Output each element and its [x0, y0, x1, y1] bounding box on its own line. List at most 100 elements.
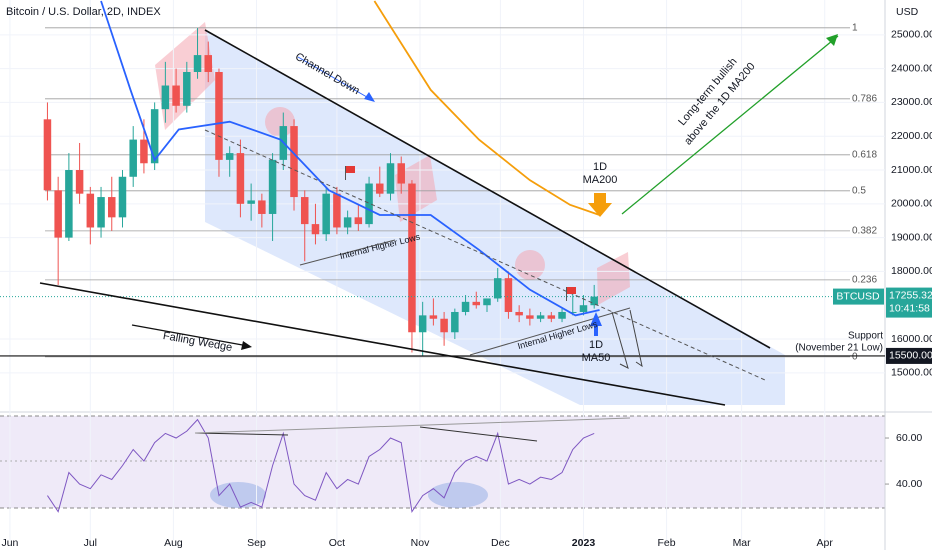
- price-tag: [886, 287, 932, 318]
- rsi-trend: [194, 432, 289, 436]
- candle-body: [397, 163, 405, 184]
- moving-average: [100, 0, 600, 317]
- rsi-tick-label: 60.00: [896, 432, 922, 444]
- candle-body: [172, 85, 180, 106]
- candle-body: [333, 193, 341, 228]
- x-tick-label: Jun: [1, 537, 18, 549]
- rsi-line: [47, 418, 595, 514]
- rsi-trend: [419, 426, 538, 442]
- rsi-highlight: [428, 482, 488, 508]
- fib-label: 0.236: [852, 275, 877, 286]
- flag-pole: [566, 287, 567, 301]
- projection-arrow: [611, 311, 629, 369]
- candle-body: [43, 119, 52, 191]
- candle-body: [268, 159, 277, 214]
- candle-body: [65, 170, 73, 238]
- candle-body: [322, 193, 330, 235]
- annotation: MA200: [583, 174, 618, 186]
- candle-body: [408, 183, 416, 333]
- x-tick-label: Dec: [491, 537, 510, 549]
- fib-label: 0.382: [852, 225, 877, 236]
- candle-body: [204, 55, 213, 72]
- x-tick-label: Aug: [164, 537, 183, 549]
- candle-body: [504, 278, 513, 312]
- channel-mid: [204, 129, 766, 381]
- fib-label: 0.5: [852, 185, 866, 196]
- rsi-trend: [194, 417, 631, 434]
- y-tick-label: 20000.00: [891, 198, 932, 210]
- candle-body: [376, 183, 384, 194]
- candle-body: [386, 163, 395, 194]
- candle-body: [54, 190, 62, 238]
- wedge-arrow: [131, 324, 249, 347]
- fib-label: 0.618: [852, 149, 877, 160]
- support-label: 15500.00: [889, 350, 932, 362]
- candle-body: [97, 197, 105, 228]
- x-tick-label: Feb: [658, 537, 676, 549]
- y-tick-label: 19000.00: [891, 231, 932, 243]
- y-tick-label: 24000.00: [891, 62, 932, 74]
- x-tick-label: Apr: [817, 537, 834, 549]
- candle-body: [225, 153, 234, 160]
- currency-label: USD: [896, 6, 919, 18]
- highlight-zone: [395, 155, 437, 222]
- candle-body: [461, 301, 470, 312]
- annotation: MA50: [582, 352, 611, 364]
- candle-body: [558, 311, 566, 319]
- annotation: 1D: [593, 161, 607, 173]
- candle-body: [451, 311, 459, 333]
- ma200-arrow: [588, 193, 612, 217]
- candle-body: [579, 305, 588, 312]
- moving-average: [373, 0, 600, 216]
- wedge-upper: [204, 29, 771, 349]
- candle-body: [150, 109, 159, 164]
- y-tick-label: 23000.00: [891, 96, 932, 108]
- symbol-tag: [833, 288, 884, 305]
- symbol-label: BTCUSD: [836, 290, 880, 302]
- candle-body: [215, 71, 223, 160]
- flag-pole: [345, 166, 346, 180]
- candle-body: [536, 315, 545, 319]
- candle-body: [118, 176, 127, 218]
- y-tick-label: 15000.00: [891, 367, 932, 379]
- candle-body: [129, 139, 137, 177]
- arrowhead: [826, 34, 838, 46]
- candle-body: [343, 217, 352, 228]
- x-tick-label: Mar: [733, 537, 752, 549]
- arrowhead: [241, 341, 252, 350]
- y-tick-label: 25000.00: [891, 29, 932, 41]
- candle-body: [311, 224, 320, 235]
- chart-title: Bitcoin / U.S. Dollar, 2D, INDEX: [6, 6, 161, 18]
- annotation: (November 21 Low): [795, 343, 883, 354]
- x-tick-label: Oct: [329, 537, 345, 549]
- x-tick-label: Nov: [411, 537, 430, 549]
- candle-body: [236, 153, 245, 204]
- last-price-label: 17255.32: [889, 289, 932, 301]
- candle-body: [569, 311, 577, 313]
- candle-body: [483, 298, 491, 306]
- candle-body: [365, 183, 373, 225]
- fib-label: 0.786: [852, 93, 877, 104]
- candle-body: [493, 278, 502, 299]
- candle-body: [108, 197, 116, 218]
- plot: 1 0.786 0.618 0.5 0.382 0.236 0: [0, 0, 885, 540]
- higher-lows-line: [469, 307, 631, 356]
- channel-arrow: [297, 56, 373, 101]
- wedge-lower: [39, 282, 726, 406]
- y-tick-label: 22000.00: [891, 130, 932, 142]
- candle-body: [161, 85, 170, 110]
- y-tick-label: 18000.00: [891, 265, 932, 277]
- flag: [346, 166, 355, 173]
- candle-body: [526, 315, 534, 319]
- candle-body: [590, 296, 598, 306]
- channel-band: [205, 30, 785, 405]
- countdown-label: 10:41:58: [889, 302, 930, 314]
- flag: [567, 287, 576, 294]
- highlight-circle: [515, 250, 545, 280]
- annotation: 1D: [589, 339, 603, 351]
- projection-arrow: [629, 309, 643, 368]
- candle-body: [440, 318, 448, 333]
- higher-lows-line: [299, 239, 396, 266]
- candle-body: [547, 315, 556, 319]
